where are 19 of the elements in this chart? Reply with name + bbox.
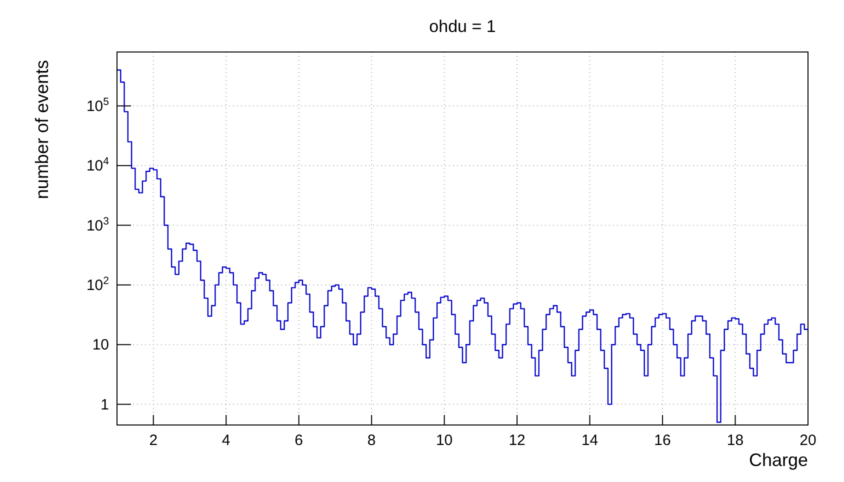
x-tick-label: 4 [222,432,230,449]
y-axis-title: number of events [32,60,52,200]
y-tick-label: 10$^{4}$ [86,156,110,175]
y-tick-label: 10$^{5}$ [86,96,110,115]
x-tick-label: 6 [294,432,304,449]
x-tick-label: 12 [508,432,526,449]
x-tick-label: 20 [800,432,816,449]
y-tick-label: 10 [92,336,109,354]
x-tick-label: 16 [654,432,671,449]
y-tick-label: 10$^{2}$ [86,274,110,294]
x-tick-label: 10 [436,432,453,449]
x-axis-title: Charge [748,450,808,470]
x-tick-label: 18 [726,432,744,449]
y-tick-label: 1 [100,396,109,414]
y-tick-label: 10$^{3}$ [86,215,110,234]
x-tick-label: 14 [581,432,598,449]
chart-title: ohdu = 1 [429,17,496,36]
x-tick-label: 2 [149,432,158,449]
x-tick-label: 8 [367,432,376,449]
